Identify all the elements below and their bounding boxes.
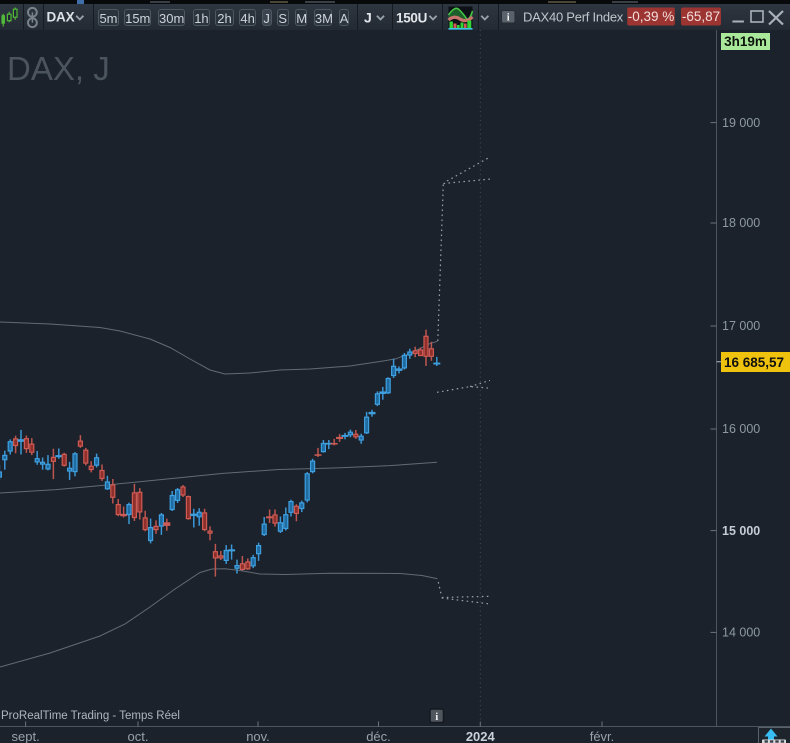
- svg-text:i: i: [507, 13, 510, 24]
- svg-text:-65,87: -65,87: [682, 9, 720, 24]
- svg-text:19 000: 19 000: [722, 116, 760, 130]
- svg-text:15 000: 15 000: [722, 524, 760, 538]
- svg-text:-0,39 %: -0,39 %: [628, 9, 675, 24]
- svg-text:DAX40 Perf Index: DAX40 Perf Index: [523, 10, 624, 25]
- svg-text:nov.: nov.: [246, 729, 270, 743]
- svg-text:17 000: 17 000: [722, 319, 760, 333]
- svg-text:ProRealTime Trading - Temps Ré: ProRealTime Trading - Temps Réel: [1, 710, 180, 722]
- svg-text:sept.: sept.: [12, 729, 40, 743]
- svg-text:14 000: 14 000: [722, 626, 760, 640]
- svg-text:3h19m: 3h19m: [724, 34, 767, 49]
- svg-text:déc.: déc.: [366, 729, 391, 743]
- svg-text:DAX, J: DAX, J: [7, 50, 110, 87]
- svg-text:150U: 150U: [396, 11, 427, 26]
- svg-text:J: J: [364, 10, 372, 26]
- svg-text:2024: 2024: [466, 729, 496, 743]
- svg-text:oct.: oct.: [128, 729, 149, 743]
- svg-text:16 685,57: 16 685,57: [724, 355, 784, 370]
- svg-text:DAX: DAX: [47, 10, 75, 25]
- svg-text:18 000: 18 000: [722, 216, 760, 230]
- svg-text:févr.: févr.: [590, 729, 615, 743]
- svg-text:16 000: 16 000: [722, 422, 760, 436]
- svg-text:i: i: [435, 711, 438, 723]
